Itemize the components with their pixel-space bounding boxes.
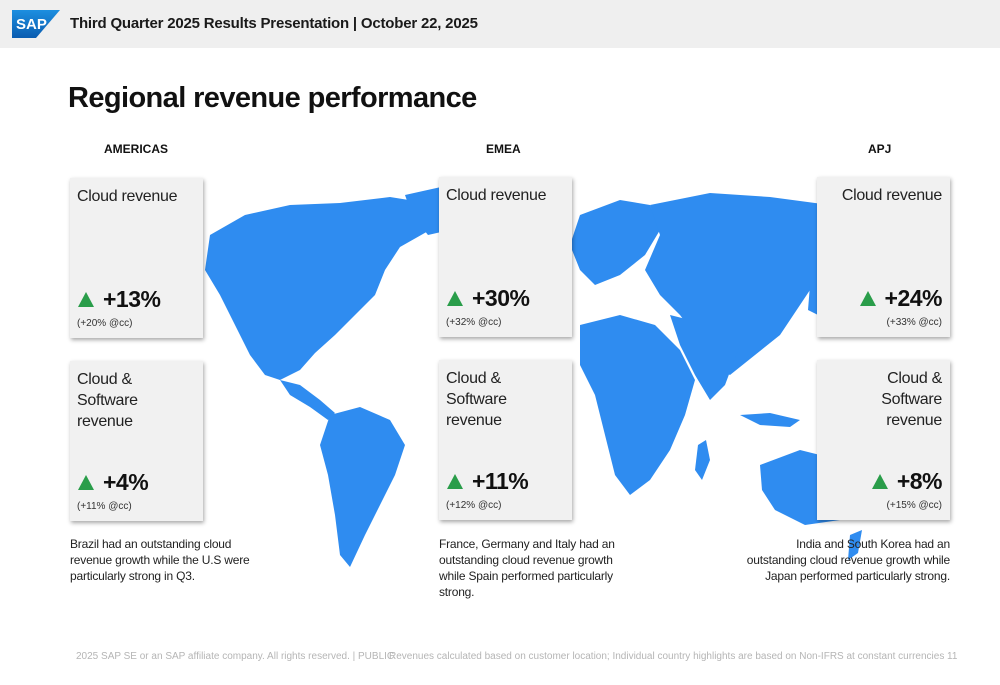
sap-logo: SAP [12,10,60,38]
growth-value: +13% [103,286,161,312]
growth-value: +30% [472,285,530,311]
card-metric: +4% [78,469,149,496]
card-metric: +24% [859,285,943,312]
up-arrow-icon [78,292,94,307]
growth-value: +4% [103,469,149,495]
region-label-americas: AMERICAS [104,142,169,156]
map-africa [580,315,695,495]
emea-note: France, Germany and Italy had an outstan… [439,537,615,599]
apj-cloud-software-card: Cloud & Software revenue +8% (+15% @cc) [817,360,950,520]
footer-disclaimer: Revenues calculated based on customer lo… [389,651,945,662]
apj-note: India and South Korea had an outstanding… [746,537,950,583]
map-south-america [320,407,405,567]
map-europe [570,200,660,285]
apj-cloud-card: Cloud revenue +24% (+33% @cc) [817,177,950,337]
map-indonesia [740,413,800,427]
region-label-apj: APJ [868,142,892,156]
americas-cloud-software-card: Cloud & Software revenue +4% (+11% @cc) [70,361,203,521]
americas-cloud-card: Cloud revenue +13% (+20% @cc) [70,178,203,338]
card-title: Cloud revenue [77,188,178,205]
card-title: Cloud & Software revenue [446,370,507,429]
constant-currency-value: (+20% @cc) [77,318,133,329]
page-number: 11 [947,651,958,662]
map-south-asia [670,315,740,400]
constant-currency-value: (+12% @cc) [446,500,502,511]
card-title: Cloud revenue [446,187,547,204]
page-title: Regional revenue performance [68,82,477,114]
card-metric: +11% [447,468,529,495]
map-new-zealand [848,530,862,560]
constant-currency-value: (+15% @cc) [886,500,942,511]
emea-cloud-software-card: Cloud & Software revenue +11% (+12% @cc) [439,360,572,520]
region-label-emea: EMEA [486,142,521,156]
card-title: Cloud & Software revenue [881,370,942,429]
map-central-america [280,380,335,420]
up-arrow-icon [78,475,94,490]
constant-currency-value: (+11% @cc) [77,501,132,512]
map-madagascar [695,440,710,480]
card-metric: +30% [447,285,530,312]
up-arrow-icon [447,474,463,489]
header-bar: SAP Third Quarter 2025 Results Presentat… [0,0,1000,48]
footer-copyright: 2025 SAP SE or an SAP affiliate company.… [76,651,395,662]
constant-currency-value: (+32% @cc) [446,317,502,328]
header-title: Third Quarter 2025 Results Presentation … [70,15,478,32]
up-arrow-icon [859,291,876,306]
emea-cloud-card: Cloud revenue +30% (+32% @cc) [439,177,572,337]
growth-value: +11% [472,468,529,494]
growth-value: +8% [896,468,943,494]
up-arrow-icon [447,291,463,306]
up-arrow-icon [871,474,888,489]
card-metric: +13% [78,286,161,313]
map-north-america [205,197,440,380]
growth-value: +24% [884,285,943,311]
constant-currency-value: (+33% @cc) [886,317,942,328]
card-metric: +8% [871,468,943,495]
card-title: Cloud & Software revenue [77,371,138,430]
svg-text:SAP: SAP [16,16,47,33]
world-map [205,185,862,567]
americas-note: Brazil had an outstanding cloud revenue … [70,537,250,583]
card-title: Cloud revenue [841,187,942,204]
